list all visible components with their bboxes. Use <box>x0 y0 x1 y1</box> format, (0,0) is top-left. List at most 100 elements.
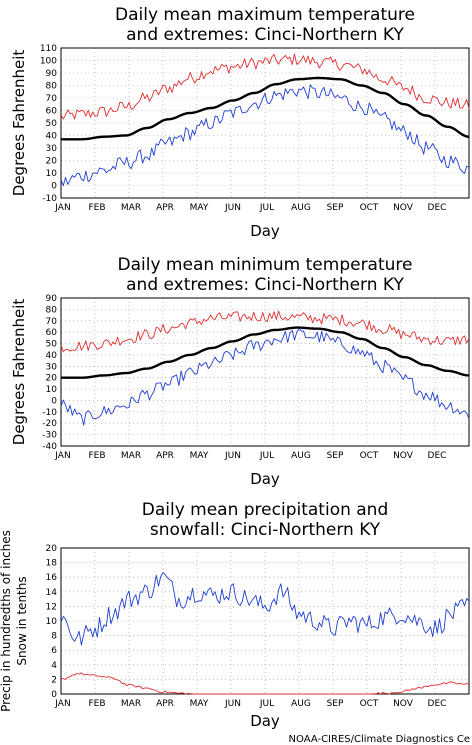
x-tick-label: JAN <box>54 451 70 461</box>
y-tick-label: 50 <box>46 340 58 350</box>
x-tick-label: DEC <box>428 451 447 461</box>
series-mean <box>61 326 470 379</box>
x-tick-label: NOV <box>393 203 414 213</box>
y-tick-label: -30 <box>42 431 57 441</box>
x-tick-label: JAN <box>54 203 70 213</box>
series-max-extreme <box>60 310 470 353</box>
y-axis-label: Precip in hundredths of inches <box>0 530 13 712</box>
x-tick-label: NOV <box>393 699 414 709</box>
y-tick-label: 12 <box>46 602 57 612</box>
x-tick-label: MAR <box>121 451 141 461</box>
chart-title-line: and extremes: Cinci-Northern KY <box>126 25 404 45</box>
chart-title-line: Daily mean maximum temperature <box>115 5 415 25</box>
credit-text: NOAA-CIRES/Climate Diagnostics Ce <box>289 734 470 745</box>
x-tick-label: JUN <box>224 699 241 709</box>
y-tick-label: 10 <box>46 617 58 627</box>
y-tick-label: 20 <box>46 544 58 554</box>
y-tick-label: 20 <box>46 157 58 167</box>
x-tick-label: JUL <box>259 451 274 461</box>
y-tick-label: 14 <box>46 588 58 598</box>
chart-title-line: Daily mean precipitation and <box>142 500 389 520</box>
y-tick-label: -10 <box>42 408 57 418</box>
x-tick-label: AUG <box>291 451 311 461</box>
plot-frame <box>60 297 470 447</box>
x-tick-label: DEC <box>428 203 447 213</box>
y-tick-label: 20 <box>46 374 58 384</box>
y-tick-label: 60 <box>46 107 58 117</box>
x-tick-label: FEB <box>88 451 105 461</box>
x-tick-label: DEC <box>428 699 447 709</box>
x-tick-label: JUN <box>224 451 241 461</box>
series-min-extreme <box>60 328 470 426</box>
x-tick-label: AUG <box>291 699 311 709</box>
y-tick-label: 80 <box>46 82 58 92</box>
y-tick-label: 18 <box>46 559 58 569</box>
y-tick-label: 16 <box>46 573 58 583</box>
x-axis-label: Day <box>250 222 280 240</box>
y-tick-label: 30 <box>46 362 58 372</box>
x-tick-label: SEP <box>327 451 344 461</box>
y-tick-label: 0 <box>51 690 57 700</box>
x-tick-label: JUL <box>259 203 274 213</box>
x-tick-label: OCT <box>360 451 379 461</box>
y-tick-label: -10 <box>42 194 57 204</box>
y-tick-label: 0 <box>51 396 57 406</box>
x-tick-label: NOV <box>393 451 414 461</box>
y-tick-label: 50 <box>46 119 58 129</box>
series-min-extreme <box>60 84 470 187</box>
y-tick-label: 30 <box>46 144 58 154</box>
x-tick-label: FEB <box>88 699 105 709</box>
y-tick-label: 6 <box>51 646 57 656</box>
series-snowfall <box>60 672 470 695</box>
x-tick-label: MAY <box>190 699 209 709</box>
x-tick-label: SEP <box>327 699 344 709</box>
y-axis-label: Degrees Fahrenheit <box>10 299 28 446</box>
y-tick-label: 60 <box>46 328 58 338</box>
y-tick-label: 0 <box>51 182 57 192</box>
chart-title-line: Daily mean minimum temperature <box>118 255 413 275</box>
y-tick-label: 70 <box>46 317 58 327</box>
x-tick-label: JUN <box>224 203 241 213</box>
y-tick-label: 2 <box>51 675 57 685</box>
series-max-extreme <box>60 53 470 120</box>
chart-title-line: snowfall: Cinci-Northern KY <box>150 520 381 540</box>
series-mean <box>61 76 470 141</box>
x-tick-label: MAR <box>121 203 141 213</box>
y-tick-label: -20 <box>42 419 57 429</box>
y-tick-label: 40 <box>46 351 58 361</box>
x-tick-label: MAY <box>190 203 209 213</box>
x-tick-label: SEP <box>327 203 344 213</box>
y-tick-label: 110 <box>40 44 57 54</box>
x-axis-label: Day <box>250 712 280 730</box>
x-tick-label: AUG <box>291 203 311 213</box>
y-axis-label: Degrees Fahrenheit <box>10 50 28 197</box>
x-tick-label: FEB <box>88 203 105 213</box>
x-tick-label: JAN <box>54 699 70 709</box>
x-tick-label: APR <box>156 451 174 461</box>
series-precipitation <box>60 572 470 646</box>
y-tick-label: 8 <box>51 632 57 642</box>
x-tick-label: MAY <box>190 451 209 461</box>
y-tick-label: -40 <box>42 442 57 452</box>
x-tick-label: MAR <box>121 699 141 709</box>
y-axis-label: Snow in tenths <box>15 576 29 665</box>
x-tick-label: OCT <box>360 699 379 709</box>
y-tick-label: 10 <box>46 169 58 179</box>
y-tick-label: 4 <box>51 661 57 671</box>
y-tick-label: 70 <box>46 94 58 104</box>
chart-title-line: and extremes: Cinci-Northern KY <box>126 275 404 295</box>
x-axis-label: Day <box>250 470 280 488</box>
y-tick-label: 80 <box>46 305 58 315</box>
x-tick-label: APR <box>156 699 174 709</box>
y-tick-label: 40 <box>46 132 58 142</box>
x-tick-label: OCT <box>360 203 379 213</box>
x-tick-label: APR <box>156 203 174 213</box>
y-tick-label: 10 <box>46 385 58 395</box>
y-tick-label: 90 <box>46 294 58 304</box>
plot-frame <box>60 47 470 199</box>
